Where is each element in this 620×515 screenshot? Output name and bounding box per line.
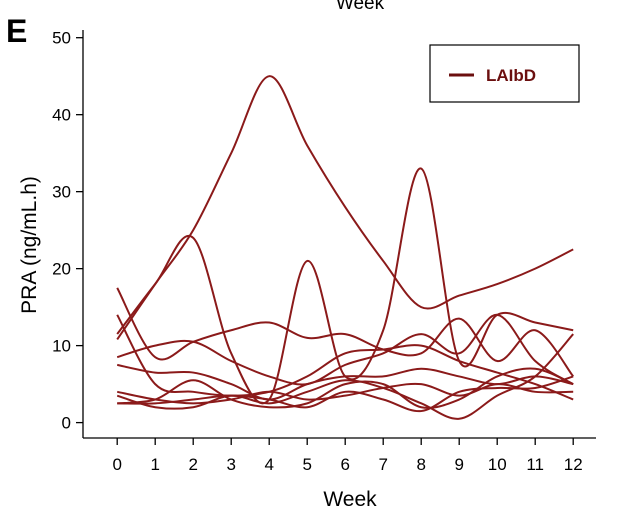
x-tick-label: 3 bbox=[226, 455, 235, 474]
x-tick-label: 8 bbox=[416, 455, 425, 474]
y-tick-label: 0 bbox=[62, 414, 71, 433]
y-tick-label: 20 bbox=[52, 260, 71, 279]
series-line-9 bbox=[117, 367, 574, 409]
series-line-7 bbox=[117, 382, 574, 405]
series-line-4 bbox=[116, 314, 574, 401]
x-tick-label: 5 bbox=[302, 455, 311, 474]
x-tick-label: 1 bbox=[150, 455, 159, 474]
y-tick-label: 50 bbox=[52, 29, 71, 48]
series-line-1 bbox=[116, 75, 574, 341]
x-ticks: 0 1 2 3 4 5 6 7 8 9 10 11 12 bbox=[112, 438, 583, 474]
x-tick-label: 4 bbox=[264, 455, 273, 474]
series-lines bbox=[116, 75, 574, 420]
x-tick-label: 2 bbox=[188, 455, 197, 474]
y-tick-label: 30 bbox=[52, 183, 71, 202]
legend-label-laibd: LAIbD bbox=[486, 66, 536, 85]
x-tick-label: 7 bbox=[378, 455, 387, 474]
series-line-10 bbox=[117, 375, 574, 413]
y-ticks: 0 10 20 30 40 50 bbox=[52, 29, 83, 433]
series-line-3 bbox=[116, 287, 574, 378]
series-line-2 bbox=[116, 167, 574, 405]
legend: LAIbD bbox=[429, 44, 580, 103]
x-tick-label: 9 bbox=[454, 455, 463, 474]
x-tick-label: 10 bbox=[488, 455, 507, 474]
x-tick-label: 11 bbox=[526, 455, 544, 474]
y-tick-label: 10 bbox=[52, 337, 71, 356]
y-axis-title: PRA (ng/mL.h) bbox=[18, 176, 41, 314]
x-tick-label: 6 bbox=[340, 455, 349, 474]
panel-letter: E bbox=[6, 13, 27, 49]
top-caption: Week bbox=[336, 0, 385, 14]
series-line-8 bbox=[116, 333, 574, 420]
x-tick-label: 12 bbox=[564, 455, 583, 474]
x-tick-label: 0 bbox=[112, 455, 121, 474]
series-line-5 bbox=[116, 313, 574, 386]
y-tick-label: 40 bbox=[52, 106, 71, 125]
x-axis-title: Week bbox=[323, 488, 377, 511]
